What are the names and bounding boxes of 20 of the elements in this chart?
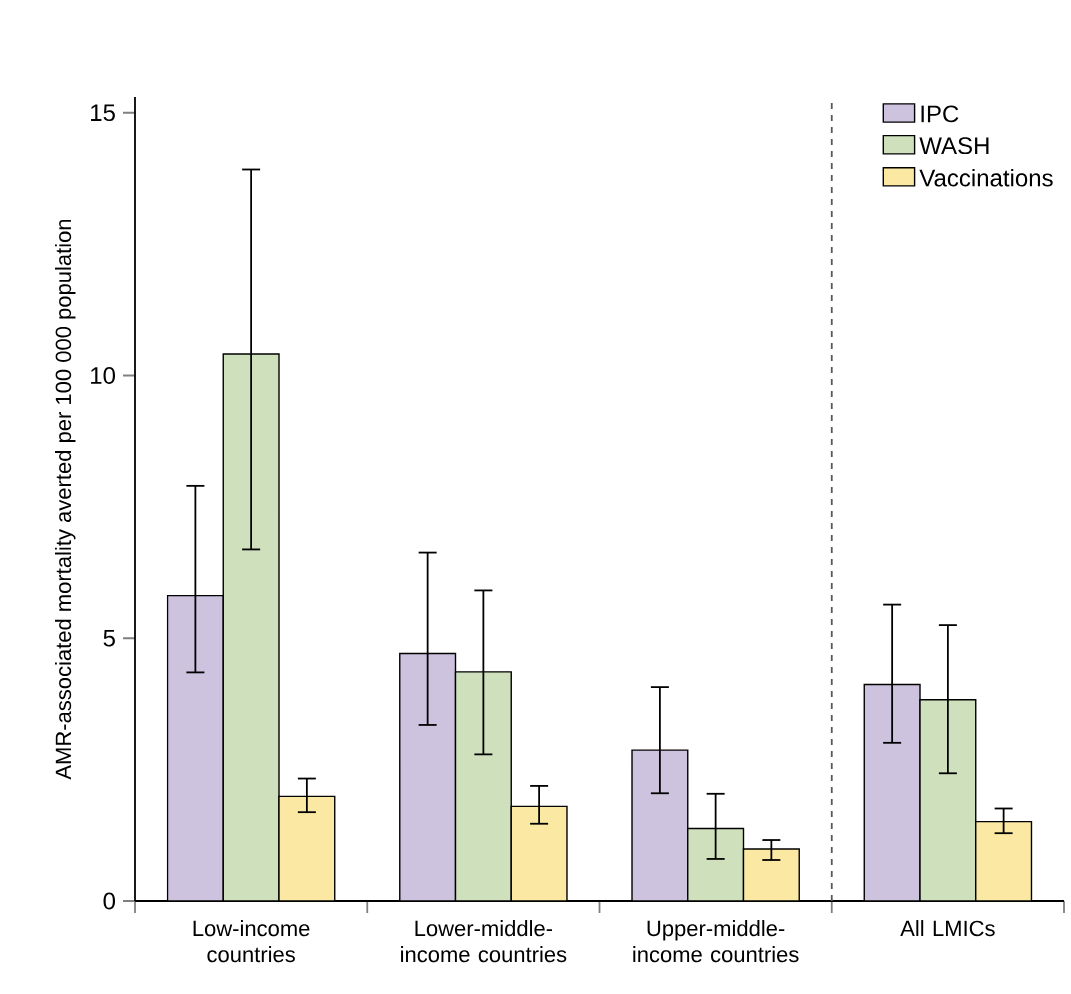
legend-label: WASH [919,137,989,155]
bar [510,805,568,901]
x-tick-label: Upper-middle-income countries [633,920,799,963]
bar [687,827,745,901]
y-tick-label: 15 [91,104,115,122]
bar [454,671,512,901]
bar [278,795,336,901]
x-tick-label: Low-income countries [193,920,310,963]
x-tick-label: Lower-middle-income countries [401,920,567,963]
y-axis-title: AMR-associated mortality averted per 100 000 population [55,219,76,780]
x-tick-label: All LMICs [900,920,995,937]
y-tick-label: 0 [103,892,116,910]
bar [975,820,1033,901]
bar [919,699,977,901]
legend-label: Vaccinations [919,168,1053,187]
bar [222,353,280,901]
y-tick-label: 5 [103,629,115,647]
legend-label: IPC [921,105,959,123]
y-tick-label: 10 [91,367,116,384]
bar [742,848,800,901]
